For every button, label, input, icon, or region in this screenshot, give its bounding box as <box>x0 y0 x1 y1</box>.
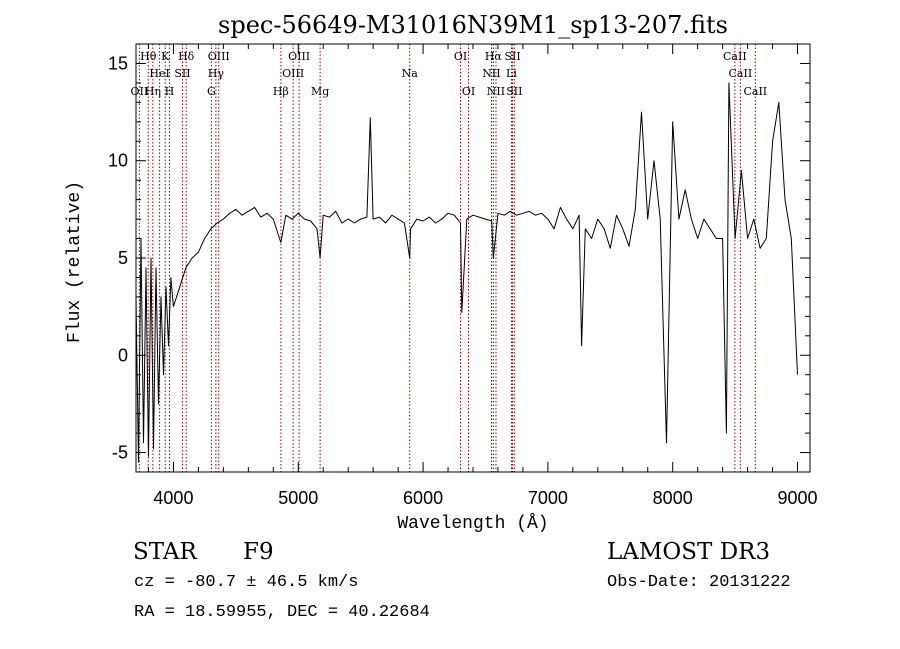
y-tick-label: 15 <box>108 53 128 73</box>
y-tick-label: 10 <box>108 151 128 171</box>
x-axis-ticks: 4000 5000 6000 7000 8000 9000 <box>147 44 818 508</box>
y-axis-label: Flux (relative) <box>65 181 85 343</box>
line-label-2: Hη <box>145 85 161 98</box>
spectral-line-markers <box>138 44 756 472</box>
x-axis-label: Wavelength (Å) <box>397 513 548 534</box>
line-label-22: Li <box>506 67 517 80</box>
object-subclass: F9 <box>243 539 274 565</box>
redshift-cz: cz = -80.7 ± 46.5 km/s <box>134 573 359 592</box>
line-label-26: CaII <box>743 85 767 98</box>
line-label-25: CaII <box>729 67 753 80</box>
line-label-3: HeI <box>149 67 169 80</box>
chart-title: spec-56649-M31016N39M1_sp13-207.fits <box>218 11 728 39</box>
line-label-23: SII <box>506 85 522 98</box>
line-label-21: SII <box>504 50 520 63</box>
x-tick-label: 4000 <box>153 488 193 508</box>
line-label-19: Hα <box>485 50 503 63</box>
line-label-20: NII <box>487 85 505 98</box>
observation-date: Obs-Date: 20131222 <box>607 573 791 592</box>
line-label-12: OIII <box>282 67 304 80</box>
line-label-15: Na <box>402 67 419 80</box>
line-label-13: OIII <box>288 50 310 63</box>
line-label-6: SII <box>174 67 190 80</box>
x-tick-label: 5000 <box>278 488 318 508</box>
x-tick-label: 6000 <box>403 488 443 508</box>
plot-frame <box>135 43 811 473</box>
spectral-line-labels: OII Hθ Hη HeI K H SII Hδ G Hγ OIII Hβ OIII OIII Mg Na OI… <box>131 50 768 98</box>
survey-name: LAMOST DR3 <box>607 539 771 565</box>
line-label-14: Mg <box>311 85 329 98</box>
line-label-24: CaII <box>723 50 747 63</box>
y-axis-ticks: -5 0 5 10 15 <box>108 43 810 473</box>
ra-dec-coordinates: RA = 18.59955, DEC = 40.22684 <box>134 603 430 622</box>
line-label-1: Hθ <box>140 50 157 63</box>
y-tick-label: 0 <box>118 345 128 365</box>
line-label-8: G <box>207 85 216 98</box>
line-label-11: Hβ <box>273 85 289 98</box>
y-tick-label: -5 <box>112 443 128 463</box>
line-label-4: K <box>161 50 170 63</box>
x-tick-label: 9000 <box>777 488 817 508</box>
line-label-10: OIII <box>208 50 230 63</box>
line-label-5: H <box>165 85 175 98</box>
object-class: STAR <box>133 539 197 565</box>
x-tick-label: 8000 <box>653 488 693 508</box>
line-label-0: OII <box>131 85 149 98</box>
line-label-7: Hδ <box>178 50 195 63</box>
line-label-18: NII <box>482 67 500 80</box>
x-tick-label: 7000 <box>528 488 568 508</box>
line-label-9: Hγ <box>208 67 225 80</box>
y-tick-label: 5 <box>118 248 128 268</box>
line-label-17: OI <box>462 85 475 98</box>
spectrum-series <box>135 82 798 463</box>
line-label-16: OI <box>454 50 467 63</box>
